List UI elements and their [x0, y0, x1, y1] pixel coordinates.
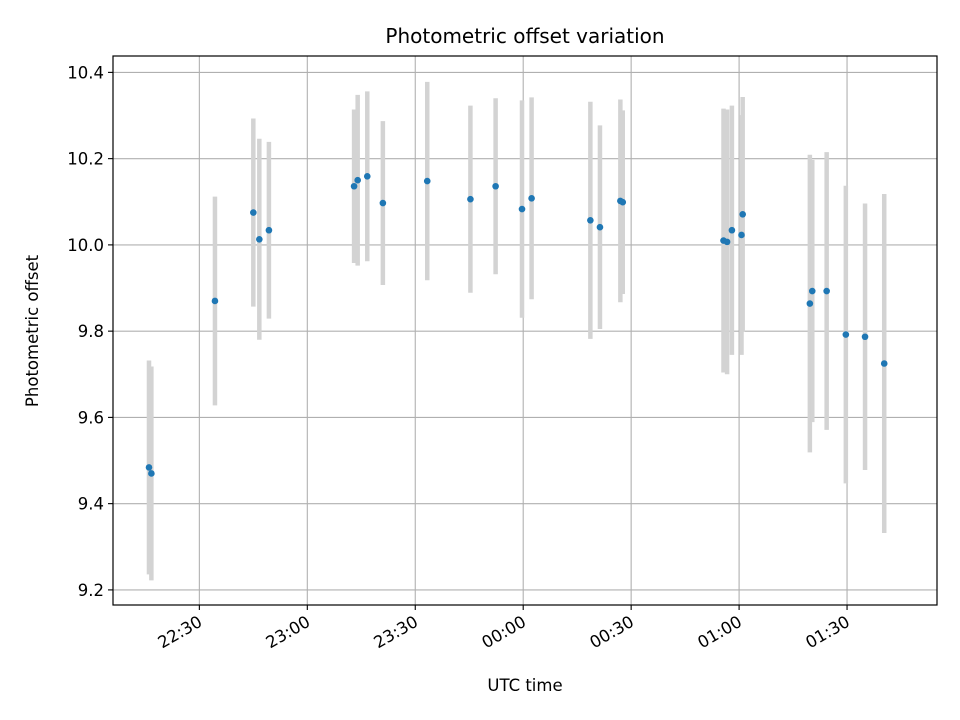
- data-point: [148, 470, 155, 477]
- data-point: [363, 173, 371, 180]
- data-point: [492, 182, 499, 190]
- y-tick-label: 9.6: [78, 408, 104, 427]
- y-axis-label: Photometric offset: [23, 254, 42, 407]
- data-point: [723, 238, 731, 246]
- data-point: [423, 177, 431, 185]
- data-point: [518, 205, 526, 213]
- y-tick-label: 10.0: [67, 236, 104, 255]
- data-point: [256, 235, 263, 243]
- point-layer: [145, 173, 888, 477]
- data-point: [467, 195, 474, 203]
- y-tick-label: 10.2: [67, 150, 104, 169]
- data-point: [739, 210, 746, 218]
- data-point: [806, 300, 814, 307]
- data-point: [880, 360, 888, 367]
- data-point: [528, 195, 535, 202]
- data-point: [619, 198, 627, 206]
- data-point: [379, 199, 387, 207]
- y-tick-label: 9.8: [78, 322, 104, 341]
- y-tick-label: 10.4: [67, 63, 104, 82]
- data-point: [350, 182, 358, 190]
- data-point: [265, 226, 273, 234]
- y-axis-ticks: 9.2 9.4 9.6 9.8 10.0 10.2 10.4: [67, 63, 113, 600]
- data-point: [861, 333, 869, 341]
- data-point: [587, 217, 594, 224]
- data-point: [354, 176, 361, 184]
- plot-frame: [112, 55, 938, 606]
- data-point: [842, 331, 850, 338]
- x-axis-label: UTC time: [487, 676, 562, 695]
- data-point: [596, 223, 604, 231]
- chart-title: Photometric offset variation: [385, 24, 664, 48]
- data-point: [738, 231, 745, 239]
- y-tick-label: 9.2: [78, 581, 104, 600]
- data-point: [211, 297, 219, 305]
- y-tick-label: 9.4: [78, 495, 104, 514]
- data-point: [823, 287, 830, 295]
- data-point: [808, 287, 816, 295]
- data-point: [145, 464, 153, 471]
- data-point: [728, 226, 736, 234]
- data-point: [250, 209, 257, 216]
